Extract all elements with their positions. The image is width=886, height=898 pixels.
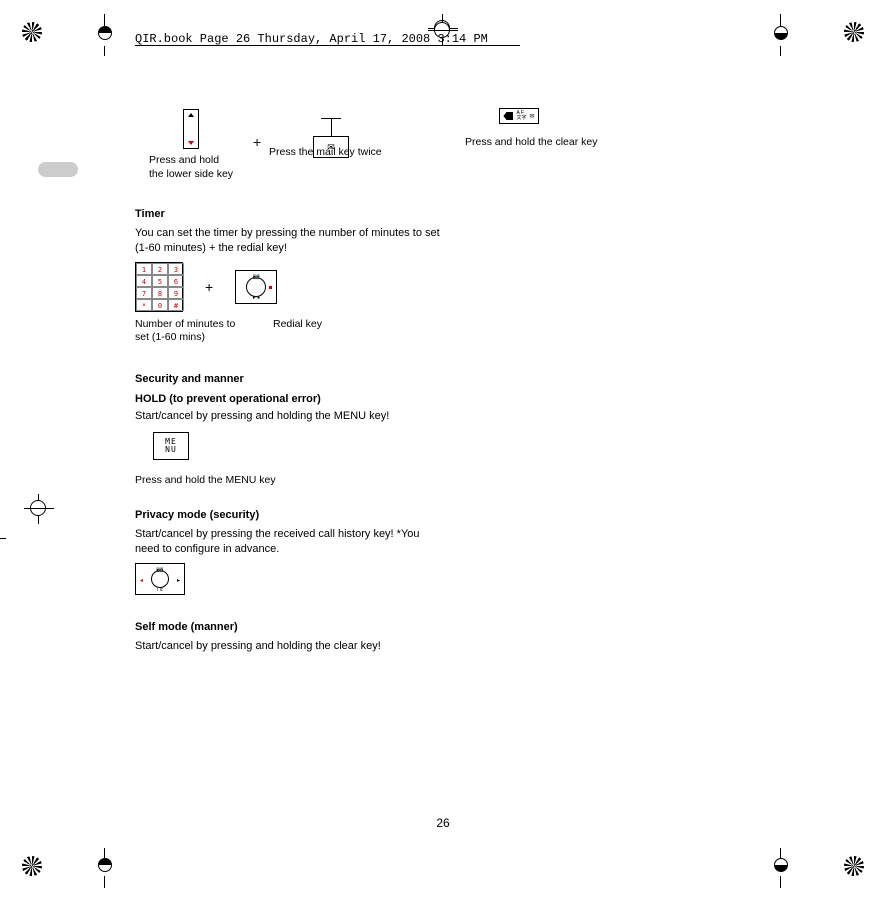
- history-key-icon: 📷 ◂ ▸ i α: [135, 563, 185, 595]
- menu-key-caption: Press and hold the MENU key: [135, 474, 445, 488]
- crop-radial-bl: [22, 856, 42, 876]
- left-column: + ✉ Press and hold the lower side key Pr…: [135, 108, 445, 660]
- page-header: QIR.book Page 26 Thursday, April 17, 200…: [135, 32, 488, 46]
- plus-sign: +: [253, 134, 261, 150]
- self-body: Start/cancel by pressing and holding the…: [135, 639, 445, 654]
- redial-caption: Redial key: [273, 318, 322, 345]
- side-key-caption: Press and hold the lower side key: [149, 154, 233, 181]
- self-heading: Self mode (manner): [135, 621, 445, 633]
- crop-radial-br: [844, 856, 864, 876]
- crop-cross-right: [0, 524, 6, 554]
- page-content: + ✉ Press and hold the lower side key Pr…: [135, 108, 755, 660]
- privacy-heading: Privacy mode (security): [135, 509, 445, 521]
- redial-key-icon: 📷 ▸ ◂: [235, 270, 277, 304]
- crop-cross-left: [24, 494, 54, 524]
- side-tab-marker: [38, 162, 78, 177]
- crop-radial-tl: [22, 22, 42, 42]
- crop-half-br: [774, 858, 788, 872]
- crop-half-bl: [98, 858, 112, 872]
- timer-heading: Timer: [135, 208, 445, 220]
- timer-plus: +: [205, 279, 213, 295]
- mail-key-caption: Press the mail key twice: [269, 146, 382, 160]
- clear-key-caption: Press and hold the clear key: [465, 136, 755, 150]
- clear-key-icon: A F 文字 ✉: [499, 108, 539, 124]
- side-key-icon: [183, 109, 199, 149]
- crop-half-tl: [98, 26, 112, 40]
- timer-body: You can set the timer by pressing the nu…: [135, 226, 445, 256]
- header-rule: [135, 45, 520, 46]
- right-column: A F 文字 ✉ Press and hold the clear key: [465, 108, 755, 660]
- crop-half-tr: [774, 26, 788, 40]
- keypad-caption: Number of minutes to set (1-60 mins): [135, 318, 245, 345]
- crop-radial-tr: [844, 22, 864, 42]
- keypad-icon: 123 456 789 *0#: [135, 262, 183, 312]
- page-number: 26: [0, 816, 886, 830]
- hold-body: Start/cancel by pressing and holding the…: [135, 409, 445, 424]
- hold-heading: HOLD (to prevent operational error): [135, 393, 445, 405]
- menu-key-icon: ME NU: [153, 432, 189, 460]
- security-heading: Security and manner: [135, 373, 445, 385]
- privacy-body: Start/cancel by pressing the received ca…: [135, 527, 445, 557]
